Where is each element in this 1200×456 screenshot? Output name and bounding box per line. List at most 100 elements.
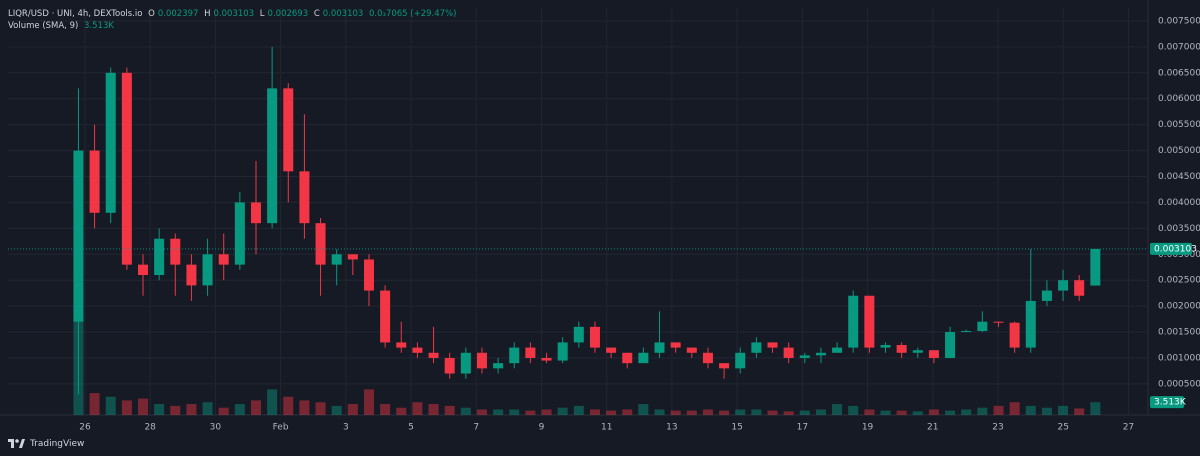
volume-bar xyxy=(267,389,278,415)
candle-body xyxy=(606,347,617,353)
x-tick-label: 23 xyxy=(992,423,1003,433)
volume-bar xyxy=(735,409,746,415)
y-tick-label: 0.003500 xyxy=(1158,224,1200,234)
volume-bar xyxy=(218,407,229,415)
candle-body xyxy=(767,342,778,348)
volume-bar xyxy=(702,409,713,415)
y-tick-label: 0.001000 xyxy=(1158,353,1200,363)
candle-body xyxy=(1058,280,1069,291)
candle-body xyxy=(1009,322,1020,348)
y-tick-label: 0.006000 xyxy=(1158,94,1200,104)
volume-bar xyxy=(783,411,794,415)
open-label: O xyxy=(148,9,155,19)
candle-body xyxy=(719,363,730,369)
volume-bar xyxy=(832,404,843,415)
candle-body xyxy=(89,150,100,213)
volume-bar xyxy=(606,410,617,415)
candle-body xyxy=(476,352,487,369)
y-tick-label: 0.002500 xyxy=(1158,276,1200,286)
candle-body xyxy=(896,345,907,353)
volume-bar xyxy=(460,407,471,415)
volume-bar xyxy=(89,393,100,415)
low-label: L xyxy=(259,9,265,19)
open-value: 0.002397 xyxy=(157,9,199,19)
y-tick-label: 0.005000 xyxy=(1158,146,1200,156)
candle-body xyxy=(977,321,988,332)
close-label: C xyxy=(313,9,320,19)
x-tick-label: 17 xyxy=(797,423,808,433)
candle-body xyxy=(735,352,746,369)
candle-body xyxy=(412,347,423,353)
candle-body xyxy=(686,347,697,353)
change-value: 0.0₃7065 (+29.47%) xyxy=(369,9,457,19)
volume-bar xyxy=(848,405,859,415)
x-tick-label: 5 xyxy=(408,423,414,433)
candle-body xyxy=(460,352,471,374)
volume-bar xyxy=(1090,402,1101,415)
candle-body xyxy=(299,171,310,224)
volume-bar xyxy=(1041,407,1052,415)
candle-body xyxy=(105,72,116,213)
volume-bar xyxy=(509,409,520,415)
candle-body xyxy=(234,202,245,265)
candle-body xyxy=(589,326,600,348)
volume-bar xyxy=(380,404,391,415)
candle-body xyxy=(880,345,891,348)
y-tick-label: 0.004500 xyxy=(1158,172,1200,182)
volume-bar xyxy=(315,402,326,415)
volume-indicator: Volume (SMA, 9) xyxy=(8,21,79,31)
candle-body xyxy=(444,357,455,374)
volume-bar xyxy=(444,405,455,415)
y-tick-label: 0.006500 xyxy=(1158,68,1200,78)
candle-body xyxy=(363,259,374,291)
volume-bar xyxy=(573,405,584,415)
candle-body xyxy=(428,352,439,358)
last-volume-box xyxy=(1150,396,1184,409)
candle-body xyxy=(832,347,843,353)
candle-body xyxy=(73,150,84,322)
candle-body xyxy=(961,331,972,333)
x-tick-label: 9 xyxy=(539,423,545,433)
volume-bar xyxy=(638,404,649,415)
candle-body xyxy=(283,88,294,172)
volume-bar xyxy=(896,410,907,415)
candle-body xyxy=(186,264,197,286)
volume-bar xyxy=(412,402,423,415)
volume-bar xyxy=(137,398,149,415)
candle-body xyxy=(654,342,665,353)
candle-body xyxy=(331,254,342,265)
candle-body xyxy=(702,352,713,364)
volume-bar xyxy=(1009,402,1020,415)
high-label: H xyxy=(204,9,211,19)
volume-bar xyxy=(589,409,600,415)
volume-bar xyxy=(493,409,504,415)
last-price-box xyxy=(1150,242,1192,255)
volume-bar xyxy=(283,396,294,415)
logo xyxy=(8,439,25,448)
volume-bar xyxy=(977,407,988,415)
y-tick-label: 0.000500 xyxy=(1158,379,1200,389)
volume-bar xyxy=(767,410,778,415)
last-volume-label: 3.513K xyxy=(1154,398,1187,408)
y-tick-label: 0.007500 xyxy=(1158,16,1200,26)
candle-body xyxy=(347,254,358,260)
grid xyxy=(8,8,1148,415)
y-tick-label: 0.004000 xyxy=(1158,198,1200,208)
volume-bar xyxy=(331,405,342,415)
y-tick-label: 0.007000 xyxy=(1158,42,1200,52)
x-tick-label: 19 xyxy=(862,423,874,433)
candle-body xyxy=(993,321,1004,323)
x-tick-label: Feb xyxy=(273,423,289,433)
candle-body xyxy=(202,254,213,286)
candle-body xyxy=(912,350,923,353)
y-tick-label: 0.005500 xyxy=(1158,120,1200,130)
candle-body xyxy=(573,326,584,343)
candle-body xyxy=(1025,300,1036,348)
volume-bar xyxy=(186,404,197,415)
candle-body xyxy=(848,295,859,348)
candle-body xyxy=(864,295,875,348)
x-tick-label: 13 xyxy=(666,423,677,433)
candle-body xyxy=(170,238,181,265)
